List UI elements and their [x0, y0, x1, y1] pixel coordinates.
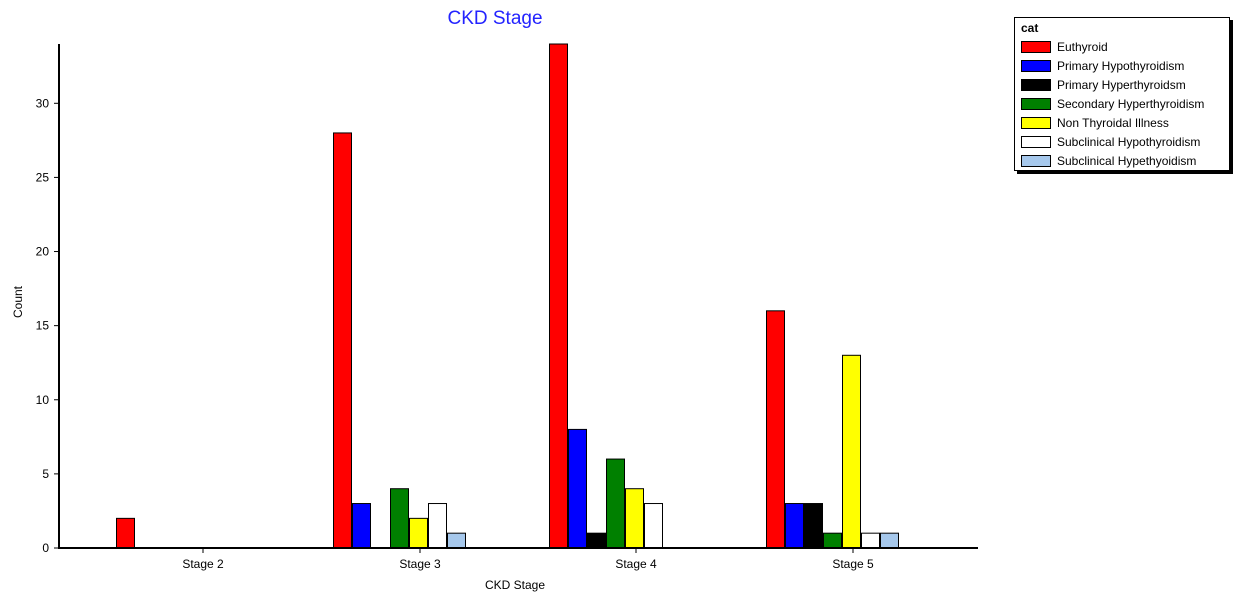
legend-label: Primary Hyperthyroidsm: [1057, 77, 1186, 92]
bar-secondary-hyperthyroidism-stage-3: [390, 488, 409, 549]
legend-item: Primary Hyperthyroidsm: [1021, 75, 1229, 94]
legend-label: Non Thyroidal Illness: [1057, 115, 1169, 130]
y-tick-label: 5: [42, 467, 49, 481]
legend-swatch: [1021, 40, 1051, 53]
legend-item: Primary Hypothyroidism: [1021, 56, 1229, 75]
bar-primary-hypothyroidism-stage-5: [785, 503, 804, 549]
bar-euthyroid-stage-3: [333, 132, 352, 549]
bar-subclinical-hypothyroidism-stage-4: [644, 503, 663, 549]
bar-subclinical-hypothyroidism-stage-5: [861, 532, 880, 549]
bar-non-thyroidal-illness-stage-4: [625, 488, 644, 549]
legend-label: Subclinical Hypethyoidism: [1057, 153, 1197, 168]
legend-title: cat: [1021, 21, 1039, 35]
legend-swatch: [1021, 135, 1051, 148]
legend-label: Subclinical Hypothyroidism: [1057, 134, 1201, 149]
bar-euthyroid-stage-5: [766, 310, 785, 549]
y-tick-label: 30: [36, 96, 50, 110]
y-tick-label: 25: [36, 170, 50, 184]
bar-non-thyroidal-illness-stage-5: [842, 354, 861, 549]
legend: cat Euthyroid Primary Hypothyroidism Prima…: [1014, 17, 1230, 171]
bar-subclinical-hypethyoidism-stage-3: [447, 532, 466, 549]
bar-primary-hypothyroidism-stage-4: [568, 428, 587, 549]
legend-label: Euthyroid: [1057, 39, 1108, 54]
x-tick-label: Stage 5: [832, 557, 874, 571]
y-tick-label: 10: [36, 393, 50, 407]
bar-non-thyroidal-illness-stage-3: [409, 517, 428, 549]
bar-primary-hypothyroidism-stage-3: [352, 503, 371, 549]
bar-subclinical-hypothyroidism-stage-3: [428, 503, 447, 549]
bar-subclinical-hypethyoidism-stage-5: [880, 532, 899, 549]
legend-swatch: [1021, 116, 1051, 129]
legend-item: Non Thyroidal Illness: [1021, 113, 1229, 132]
axes-layer: 0 5 10 15 20 25 30 Stage 2 Stage 3 Stage 4 Stage 5: [36, 44, 978, 571]
legend-swatch: [1021, 97, 1051, 110]
y-tick-label: 15: [36, 319, 50, 333]
y-tick-label: 0: [42, 541, 49, 555]
legend-swatch: [1021, 78, 1051, 91]
legend-label: Secondary Hyperthyroidism: [1057, 96, 1205, 111]
x-tick-label: Stage 2: [182, 557, 224, 571]
chart-title: CKD Stage: [447, 8, 543, 29]
x-tick-label: Stage 4: [615, 557, 657, 571]
bar-secondary-hyperthyroidism-stage-5: [823, 532, 842, 549]
legend-items: Euthyroid Primary Hypothyroidism Primary H…: [1021, 37, 1229, 170]
legend-item: Euthyroid: [1021, 37, 1229, 56]
bar-secondary-hyperthyroidism-stage-4: [606, 458, 625, 549]
legend-item: Secondary Hyperthyroidism: [1021, 94, 1229, 113]
y-axis-title: Count: [11, 285, 25, 319]
legend-label: Primary Hypothyroidism: [1057, 58, 1185, 73]
x-tick-label: Stage 3: [399, 557, 441, 571]
y-tick-label: 20: [36, 245, 50, 259]
legend-item: Subclinical Hypethyoidism: [1021, 151, 1229, 170]
bar-primary-hyperthyroidsm-stage-4: [587, 532, 606, 549]
bar-euthyroid-stage-2: [116, 517, 135, 549]
legend-item: Subclinical Hypothyroidism: [1021, 132, 1229, 151]
bar-primary-hyperthyroidsm-stage-5: [804, 503, 823, 549]
x-axis-title: CKD Stage: [484, 578, 546, 592]
legend-swatch: [1021, 59, 1051, 72]
bar-euthyroid-stage-4: [549, 43, 568, 549]
legend-swatch: [1021, 154, 1051, 167]
bars-layer: [116, 43, 899, 549]
